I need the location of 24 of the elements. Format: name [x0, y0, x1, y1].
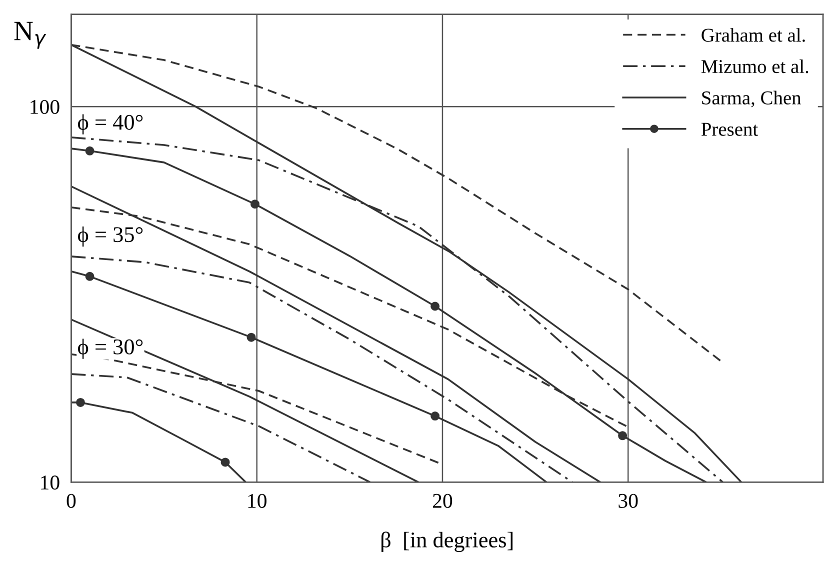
point [430, 302, 440, 311]
annotation: ϕ = 30° [78, 338, 143, 359]
point [85, 272, 94, 281]
point [76, 398, 85, 407]
x-tick-label: 30 [618, 494, 638, 508]
point [85, 146, 94, 156]
point [618, 431, 628, 440]
x-tick-label: 20 [432, 494, 452, 508]
x-axis-title: β [in degriees] [382, 532, 513, 552]
point [250, 200, 260, 209]
annotation: ϕ = 35° [78, 226, 143, 247]
legend-label: Present [701, 122, 758, 136]
point [220, 458, 230, 467]
legend-label: Sarma, Chen [702, 90, 802, 108]
point [246, 332, 256, 342]
point [430, 412, 440, 421]
y-tick-label: 100 [30, 100, 60, 114]
annotation: ϕ = 40° [78, 114, 143, 134]
line-series [71, 373, 371, 482]
legend-label: Mizumo et al. [701, 59, 808, 74]
x-tick-label: 0 [66, 494, 76, 508]
y-axis-title: N$_{γ}$ [14, 22, 46, 49]
x-tick-label: 10 [248, 494, 266, 508]
legend-label: Graham et al. [702, 28, 805, 42]
